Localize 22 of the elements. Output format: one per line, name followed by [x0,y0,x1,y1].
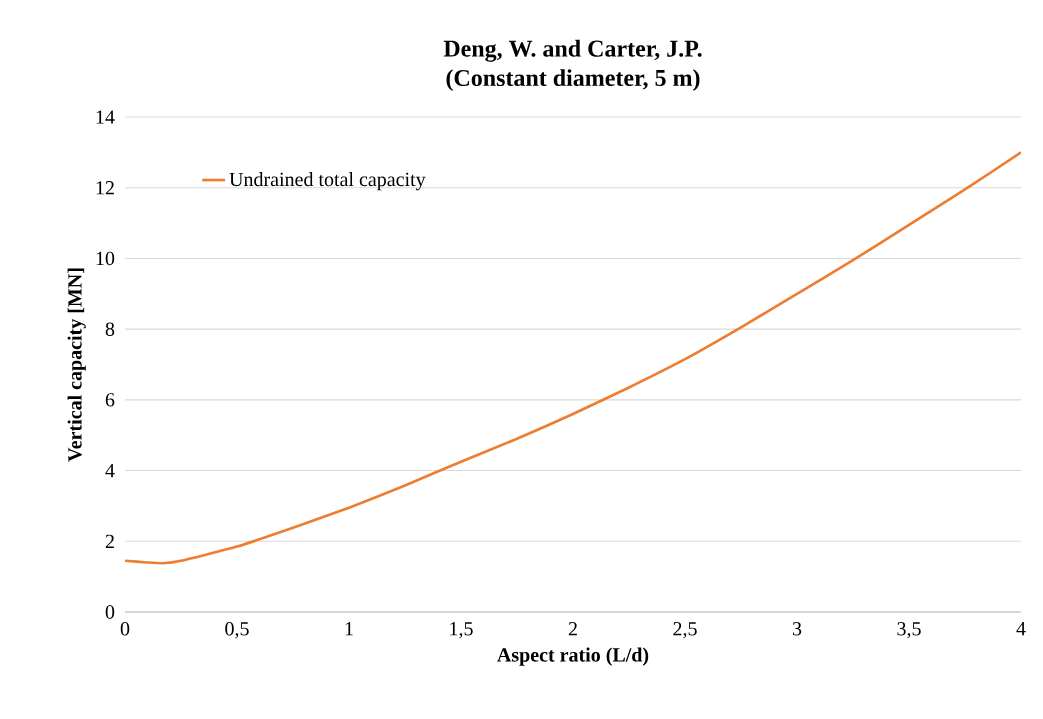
y-tick-label: 4 [105,464,115,478]
y-tick-label: 0 [105,605,115,619]
y-tick-label: 8 [105,322,115,336]
x-tick-label: 1 [345,622,353,636]
chart-title: Deng, W. and Carter, J.P. (Constant diameter, 5 m) [443,39,702,91]
x-tick-label: 3,5 [897,622,921,639]
y-tick-label: 10 [96,251,115,266]
x-axis-title: Aspect ratio (L/d) [497,647,649,666]
y-tick-label: 2 [105,534,114,548]
y-tick-label: 6 [105,393,115,407]
y-tick-label: 14 [96,110,115,124]
legend-label: Undrained total capacity [229,172,426,191]
x-tick-label: 0,5 [225,622,249,639]
x-tick-label: 1,5 [450,622,473,639]
line-series [125,151,1021,565]
y-tick-label: 12 [96,181,114,195]
x-tick-label: 4 [1016,622,1026,636]
x-tick-label: 3 [792,622,802,636]
y-axis-title: Vertical capacity [MN] [67,268,86,462]
x-tick-label: 2,5 [673,622,697,639]
x-tick-label: 2 [568,622,577,636]
x-tick-label: 0 [120,622,130,636]
